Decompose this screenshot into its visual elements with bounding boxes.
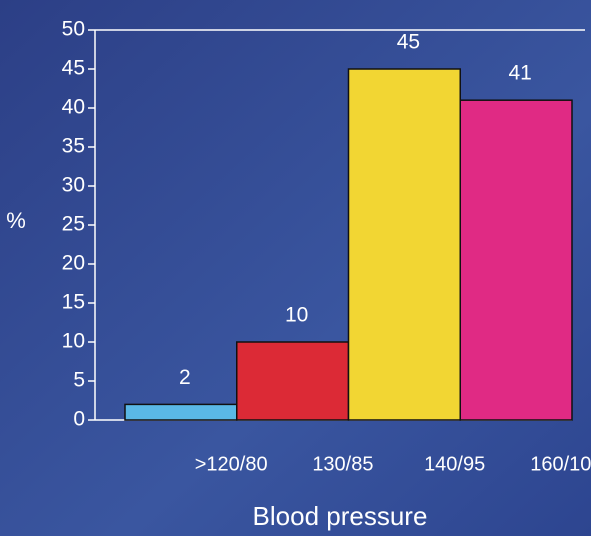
bar bbox=[236, 341, 350, 421]
x-tick-label: >120/80 bbox=[195, 453, 268, 475]
y-tick-label: 35 bbox=[62, 135, 85, 158]
data-label: 2 bbox=[179, 366, 191, 389]
y-tick-label: 25 bbox=[62, 213, 85, 236]
data-label: 10 bbox=[285, 304, 308, 327]
y-tick-label: 15 bbox=[62, 291, 85, 314]
x-axis-label: Blood pressure bbox=[253, 501, 428, 531]
data-label: 41 bbox=[508, 62, 531, 85]
y-axis-label: % bbox=[6, 208, 26, 233]
y-tick-label: 10 bbox=[62, 330, 85, 353]
x-tick-label: 140/95 bbox=[424, 453, 485, 475]
y-tick-label: 30 bbox=[62, 174, 85, 197]
y-tick-label: 0 bbox=[73, 408, 85, 431]
y-tick-label: 20 bbox=[62, 252, 85, 275]
y-tick-label: 45 bbox=[62, 57, 85, 80]
bar bbox=[459, 99, 573, 421]
y-tick-label: 50 bbox=[62, 18, 85, 41]
y-tick-label: 5 bbox=[73, 369, 85, 392]
data-label: 45 bbox=[397, 31, 420, 54]
bar bbox=[347, 68, 461, 421]
bar bbox=[124, 403, 238, 421]
y-tick-label: 40 bbox=[62, 96, 85, 119]
x-tick-label: 160/100 bbox=[530, 453, 591, 475]
x-tick-label: 130/85 bbox=[312, 453, 373, 475]
